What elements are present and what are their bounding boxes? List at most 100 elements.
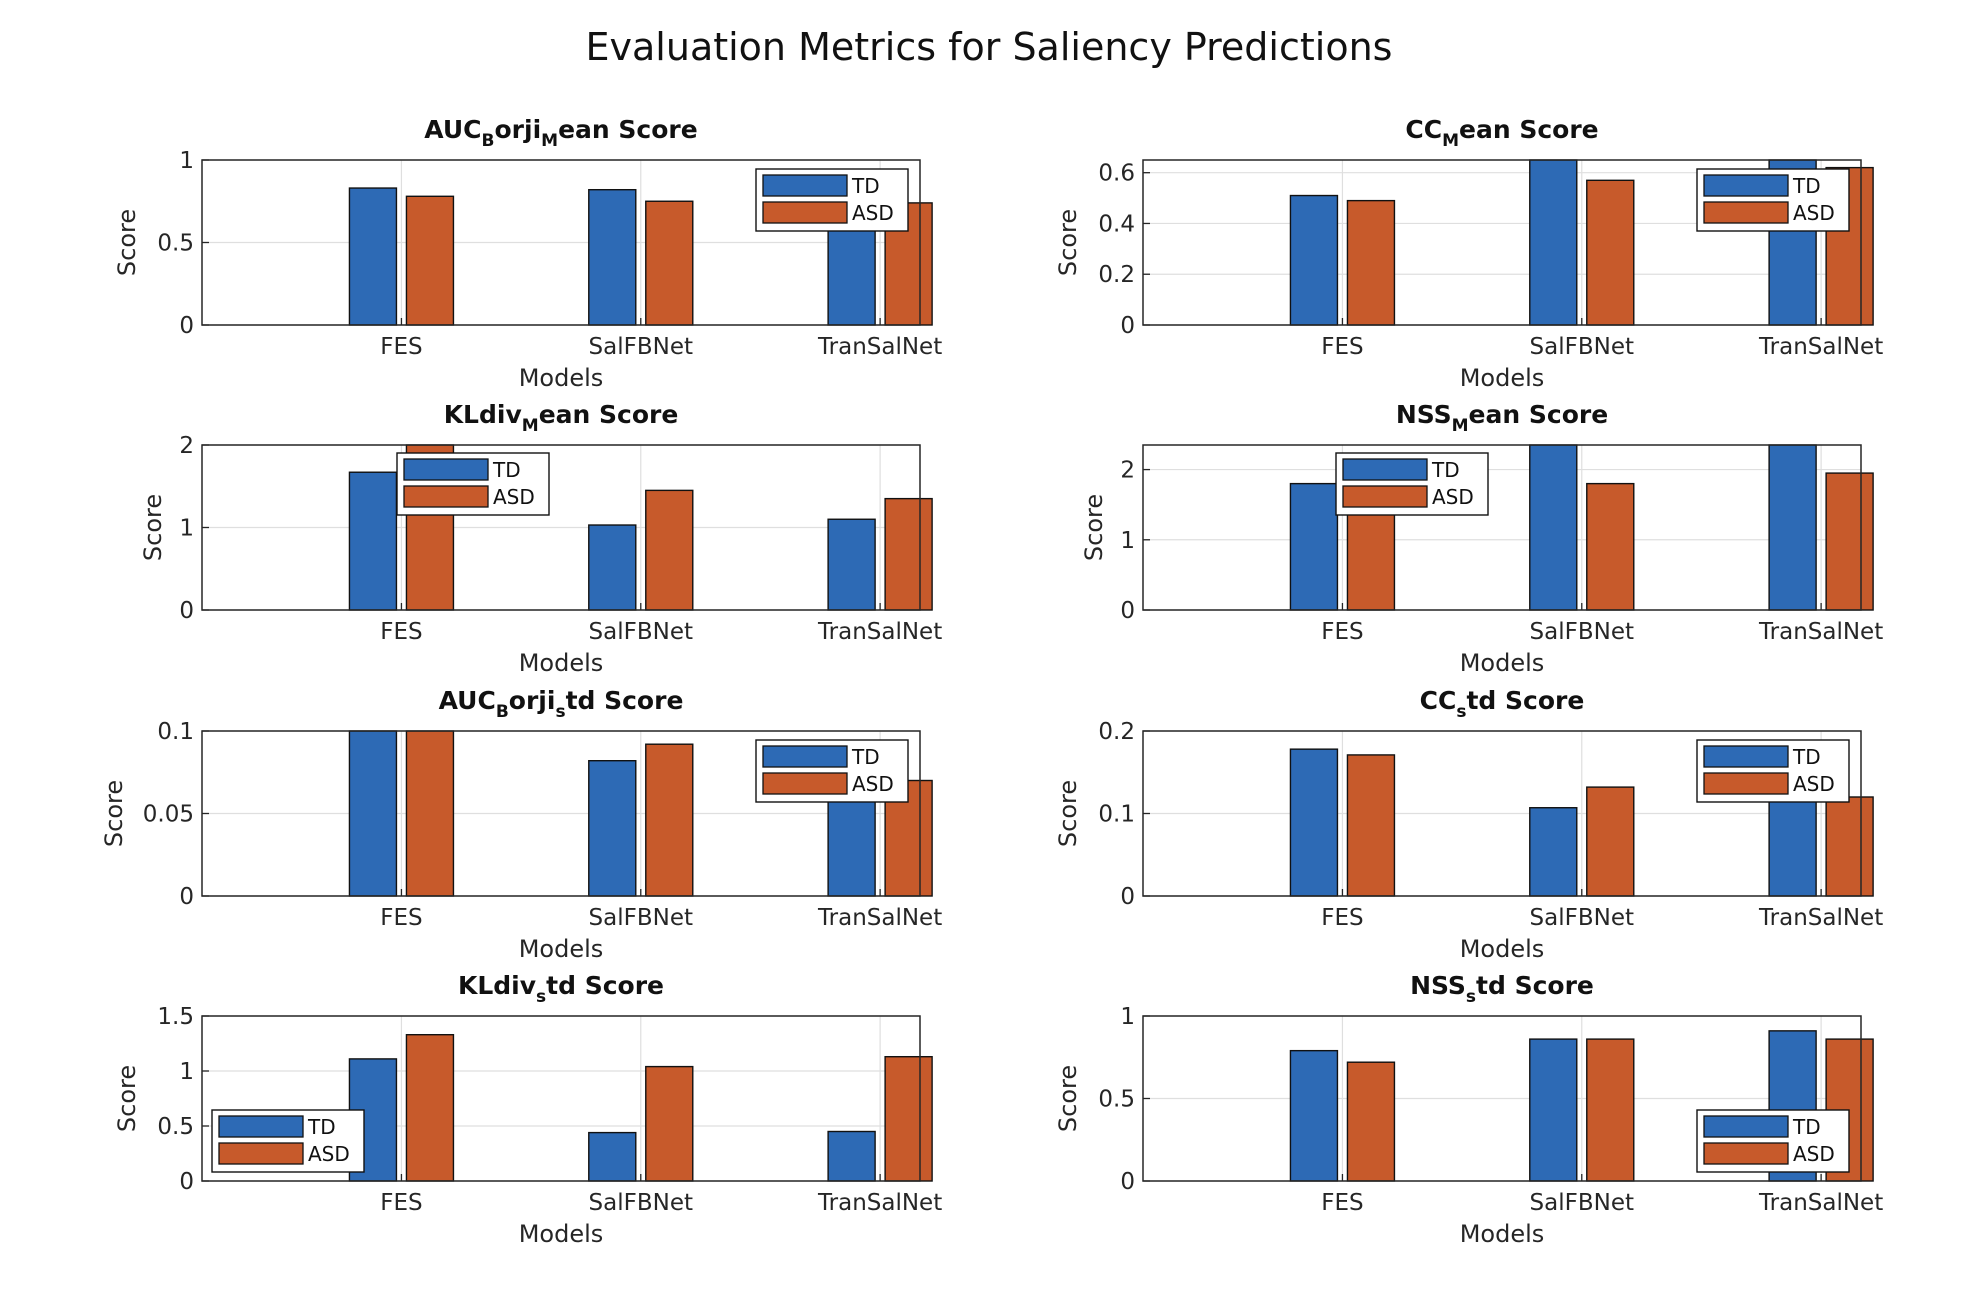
subplot-2: CCMean Score 0 0.2 0.4 0.6 FES SalFBNet TranSal… <box>1054 115 1883 392</box>
subplot-title-part: M <box>1442 131 1459 151</box>
x-axis-label: Models <box>1460 1220 1545 1248</box>
legend: TD ASD <box>1696 739 1850 803</box>
bar-asd-fes <box>1346 1061 1396 1182</box>
y-tick-label: 0.1 <box>157 719 194 745</box>
legend-label-td: TD <box>851 745 880 769</box>
bar-td-transalnet <box>1768 794 1817 897</box>
legend-label-td: TD <box>1431 458 1460 482</box>
bar-td-salfbnet <box>588 1131 637 1182</box>
bar-td-transalnet <box>827 1130 876 1182</box>
subplot-title: NSSMean Score <box>1396 400 1608 436</box>
subplot-6: CCstd Score 0 0.1 0.2 FES SalFBNet TranSalNet M… <box>1054 686 1883 963</box>
legend: TD ASD <box>755 168 909 232</box>
axes-box <box>1142 730 1862 897</box>
y-tick-label: 0.4 <box>1098 211 1135 237</box>
x-tick-label: TranSalNet <box>817 1190 942 1216</box>
y-axis-label: Score <box>1054 780 1082 847</box>
legend-label-td: TD <box>1792 1115 1821 1139</box>
subplot-title: NSSstd Score <box>1410 971 1594 1007</box>
bar-asd-salfbnet <box>1586 179 1635 326</box>
bar-asd-salfbnet <box>1586 482 1635 611</box>
legend-label-asd: ASD <box>852 201 894 225</box>
x-tick-label: TranSalNet <box>817 905 942 931</box>
legend-label-td: TD <box>851 174 880 198</box>
subplot-title-part: B <box>482 131 495 151</box>
bar-td-fes <box>348 187 398 326</box>
x-axis-label: Models <box>519 649 604 677</box>
subplot-title-part: ean Score <box>1459 115 1599 144</box>
bar-td-salfbnet <box>1529 159 1578 326</box>
subplot-8: NSSstd Score 0 0.5 1 FES SalFBNet TranSalNet Mo… <box>1054 971 1883 1248</box>
x-axis-label: Models <box>519 935 604 963</box>
x-tick-label: SalFBNet <box>1530 1190 1634 1216</box>
legend-label-td: TD <box>492 458 521 482</box>
subplot-title: CCstd Score <box>1420 686 1585 722</box>
bar-td-transalnet <box>827 518 876 611</box>
x-axis-label: Models <box>1460 364 1545 392</box>
bar-td-salfbnet <box>1529 1038 1578 1182</box>
y-tick-label: 0.5 <box>1098 1087 1135 1113</box>
y-axis-label: Score <box>113 209 141 276</box>
x-tick-label: SalFBNet <box>589 1190 693 1216</box>
subplot-title-part: M <box>541 131 558 151</box>
x-tick-label: TranSalNet <box>1758 334 1883 360</box>
bar-td-fes <box>1289 482 1339 611</box>
x-tick-label: FES <box>380 905 422 931</box>
legend-label-asd: ASD <box>308 1142 350 1166</box>
legend-swatch-td <box>1703 745 1789 768</box>
subplot-title-part: ean Score <box>558 115 698 144</box>
legend: TD ASD <box>1696 168 1850 232</box>
subplot-title-part: CC <box>1405 115 1442 144</box>
axes-box <box>1142 444 1862 611</box>
subplot-title-part: M <box>522 416 539 436</box>
y-tick-label: 1 <box>1120 1004 1135 1030</box>
subplot-title-part: td Score <box>1476 971 1594 1000</box>
subplot-title-part: M <box>1452 416 1469 436</box>
legend-swatch-asd <box>762 201 848 224</box>
subplot-title-part: KLdiv <box>444 400 522 429</box>
y-tick-label: 1 <box>1120 528 1135 554</box>
x-tick-label: TranSalNet <box>817 619 942 645</box>
bar-td-transalnet <box>827 793 876 897</box>
y-tick-label: 0 <box>179 313 194 339</box>
bar-asd-salfbnet <box>645 489 694 611</box>
y-tick-label: 0.1 <box>1098 802 1135 828</box>
subplot-4: NSSMean Score 0 1 2 FES SalFBNet TranSalNet Mod… <box>1080 400 1883 677</box>
x-tick-label: TranSalNet <box>1758 619 1883 645</box>
plot-area <box>1143 445 1861 610</box>
bar-asd-salfbnet <box>1586 786 1635 897</box>
legend-label-td: TD <box>307 1115 336 1139</box>
subplot-title-part: td Score <box>566 686 684 715</box>
legend-label-asd: ASD <box>1432 485 1474 509</box>
y-tick-label: 0 <box>1120 598 1135 624</box>
subplot-title: CCMean Score <box>1405 115 1598 151</box>
legend-swatch-asd <box>403 485 489 508</box>
x-axis-label: Models <box>1460 935 1545 963</box>
legend-label-asd: ASD <box>1793 1142 1835 1166</box>
legend-swatch-asd <box>1703 1142 1789 1165</box>
x-tick-label: FES <box>1321 334 1363 360</box>
axes-box <box>201 730 921 897</box>
legend-swatch-asd <box>1342 485 1428 508</box>
x-tick-label: FES <box>380 334 422 360</box>
legend-swatch-asd <box>218 1142 304 1165</box>
bar-asd-salfbnet <box>645 743 694 897</box>
y-tick-label: 2 <box>179 433 194 459</box>
legend-swatch-td <box>1342 458 1428 481</box>
y-tick-label: 0.05 <box>143 802 194 828</box>
subplot-7: KLdivstd Score 0 0.5 1 1.5 FES SalFBNet TranSal… <box>113 971 942 1248</box>
y-tick-label: 1.5 <box>157 1004 194 1030</box>
subplot-title-part: orji <box>509 686 556 715</box>
subplot-title-part: s <box>1466 987 1476 1007</box>
figure-title: Evaluation Metrics for Saliency Predicti… <box>586 25 1393 69</box>
bar-asd-fes <box>405 195 455 326</box>
bar-td-salfbnet <box>588 760 637 897</box>
axes-box <box>1142 159 1862 326</box>
legend-swatch-asd <box>1703 201 1789 224</box>
legend-label-asd: ASD <box>852 772 894 796</box>
x-tick-label: TranSalNet <box>1758 1190 1883 1216</box>
x-tick-label: TranSalNet <box>1758 905 1883 931</box>
x-axis-label: Models <box>519 1220 604 1248</box>
y-axis-label: Score <box>1054 1065 1082 1132</box>
